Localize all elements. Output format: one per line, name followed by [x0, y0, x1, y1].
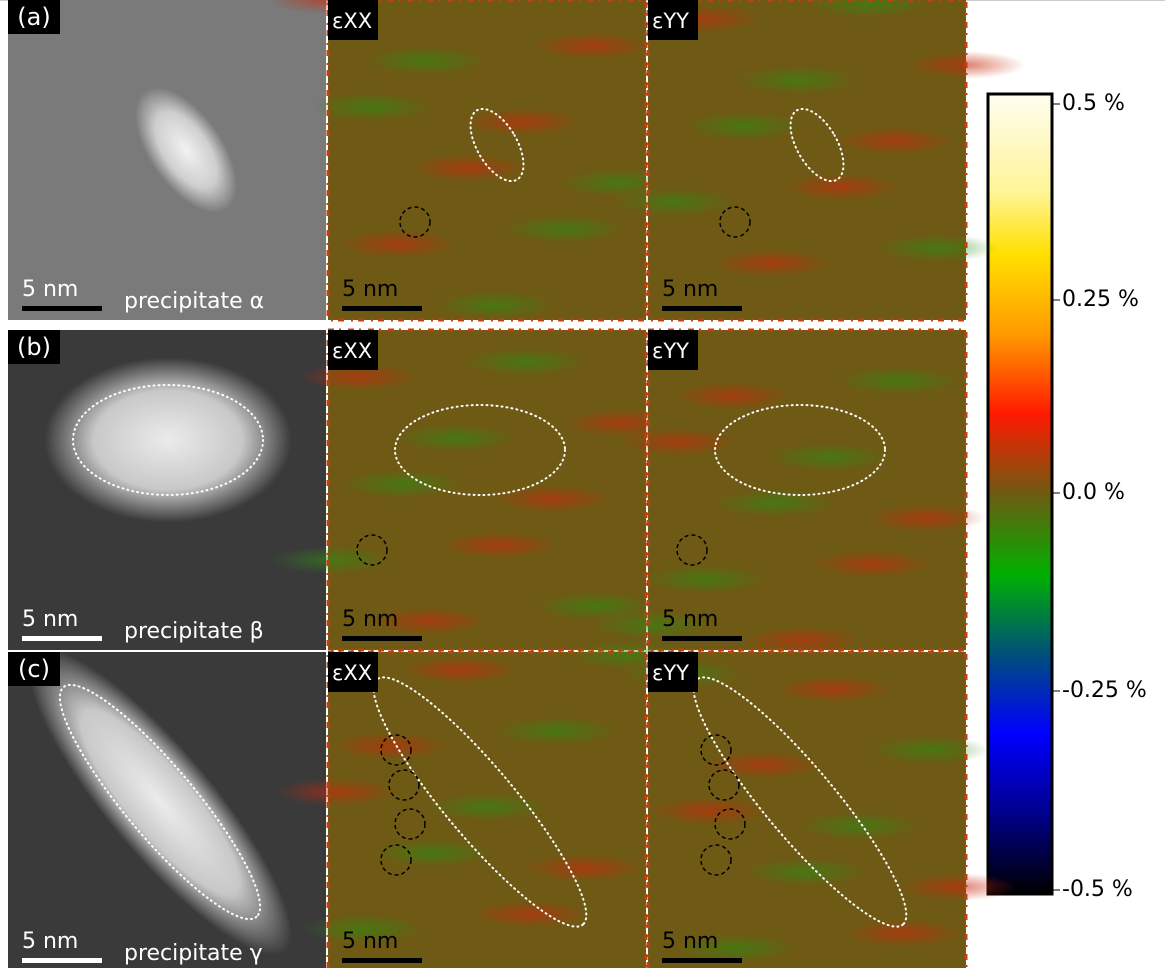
strain-patch [614, 188, 734, 216]
scale-bar [662, 958, 742, 963]
strain-patch [684, 112, 804, 140]
strain-map: εYY 5 nm [622, 652, 1017, 968]
scale-bar [342, 958, 422, 963]
map-label: εYY [652, 9, 689, 33]
scale-bar [22, 636, 102, 641]
precipitate-glow [45, 358, 292, 523]
map-label: εXX [332, 339, 372, 363]
colorbar-tick-label: 0.25 % [1062, 287, 1139, 312]
strain-patch [462, 108, 582, 136]
strain-patch [400, 656, 520, 684]
map-label: εXX [332, 661, 372, 685]
scale-bar [22, 306, 102, 311]
strain-patch [878, 234, 998, 262]
colorbar-tick-label: -0.5 % [1062, 877, 1133, 902]
colorbar [988, 94, 1052, 894]
strain-patch [645, 565, 765, 593]
panel-label: (a) [17, 3, 50, 31]
scale-label: 5 nm [342, 277, 398, 302]
map-label: εXX [332, 9, 372, 33]
strain-patch [365, 47, 485, 75]
strain-patch [649, 797, 769, 825]
strain-patch [466, 348, 586, 376]
map-label: εYY [652, 339, 689, 363]
strain-patch [870, 736, 990, 764]
scale-label: 5 nm [342, 929, 398, 954]
panel-label: (b) [17, 333, 51, 361]
scale-label: 5 nm [22, 277, 78, 302]
caption: precipitate α [124, 289, 264, 314]
strain-patch [532, 32, 652, 60]
page: (a) 5 nm precipitate α εXX 5 nm εYY 5 nm (b) 5 n… [0, 0, 1165, 968]
strain-patch [338, 230, 458, 258]
scale-bar [342, 306, 422, 311]
caption: precipitate β [124, 619, 264, 644]
strain-patch [812, 550, 932, 578]
strain-patch [396, 424, 516, 452]
strain-patch [342, 470, 462, 498]
strain-map: εXX 5 nm [276, 641, 687, 968]
strain-patch [505, 215, 625, 243]
strain-patch [470, 900, 590, 928]
strain-patch [497, 717, 617, 745]
strain-patch [272, 546, 392, 574]
figure: (a) 5 nm precipitate α εXX 5 nm εYY 5 nm (b) 5 n… [0, 0, 1165, 968]
tem-panel: (b) 5 nm precipitate β [8, 330, 326, 650]
strain-patch [866, 504, 986, 532]
colorbar-tick-label: 0.5 % [1062, 91, 1125, 116]
strain-patch [738, 66, 858, 94]
strain-map: εXX 5 nm [272, 330, 683, 650]
strain-patch [439, 531, 559, 559]
scale-bar [342, 636, 422, 641]
strain-patch [769, 443, 889, 471]
scale-bar [662, 306, 742, 311]
scale-label: 5 nm [22, 929, 78, 954]
strain-patch [672, 382, 792, 410]
strain-patch [711, 249, 831, 277]
colorbar-tick-label: 0.0 % [1062, 480, 1125, 505]
strain-patch [435, 291, 555, 319]
strain-patch [746, 858, 866, 886]
scale-bar [662, 636, 742, 641]
strain-patch [835, 127, 955, 155]
strain-patch [524, 854, 644, 882]
strain-patch [493, 485, 613, 513]
strain-patch [373, 839, 493, 867]
panel-label: (c) [18, 655, 50, 683]
scale-label: 5 nm [662, 277, 718, 302]
strain-patch [773, 675, 893, 703]
scale-label: 5 nm [662, 929, 718, 954]
strain-patch [897, 873, 1017, 901]
tem-panel: (a) 5 nm precipitate α [8, 0, 326, 320]
strain-patch [781, 173, 901, 201]
caption: precipitate γ [124, 941, 263, 966]
strain-map: εYY 5 nm [591, 330, 986, 654]
scale-label: 5 nm [342, 607, 398, 632]
strain-map: εYY 5 nm [614, 0, 1025, 320]
strain-patch [427, 793, 547, 821]
scale-label: 5 nm [662, 607, 718, 632]
strain-patch [618, 428, 738, 456]
strain-patch [839, 367, 959, 395]
strain-map: εXX 5 nm [268, 0, 679, 320]
strain-patch [276, 778, 396, 806]
colorbar-tick-label: -0.25 % [1062, 678, 1147, 703]
map-label: εYY [652, 661, 689, 685]
strain-patch [408, 154, 528, 182]
strain-patch [311, 93, 431, 121]
scale-bar [22, 958, 102, 963]
scale-label: 5 nm [22, 607, 78, 632]
strain-patch [800, 812, 920, 840]
